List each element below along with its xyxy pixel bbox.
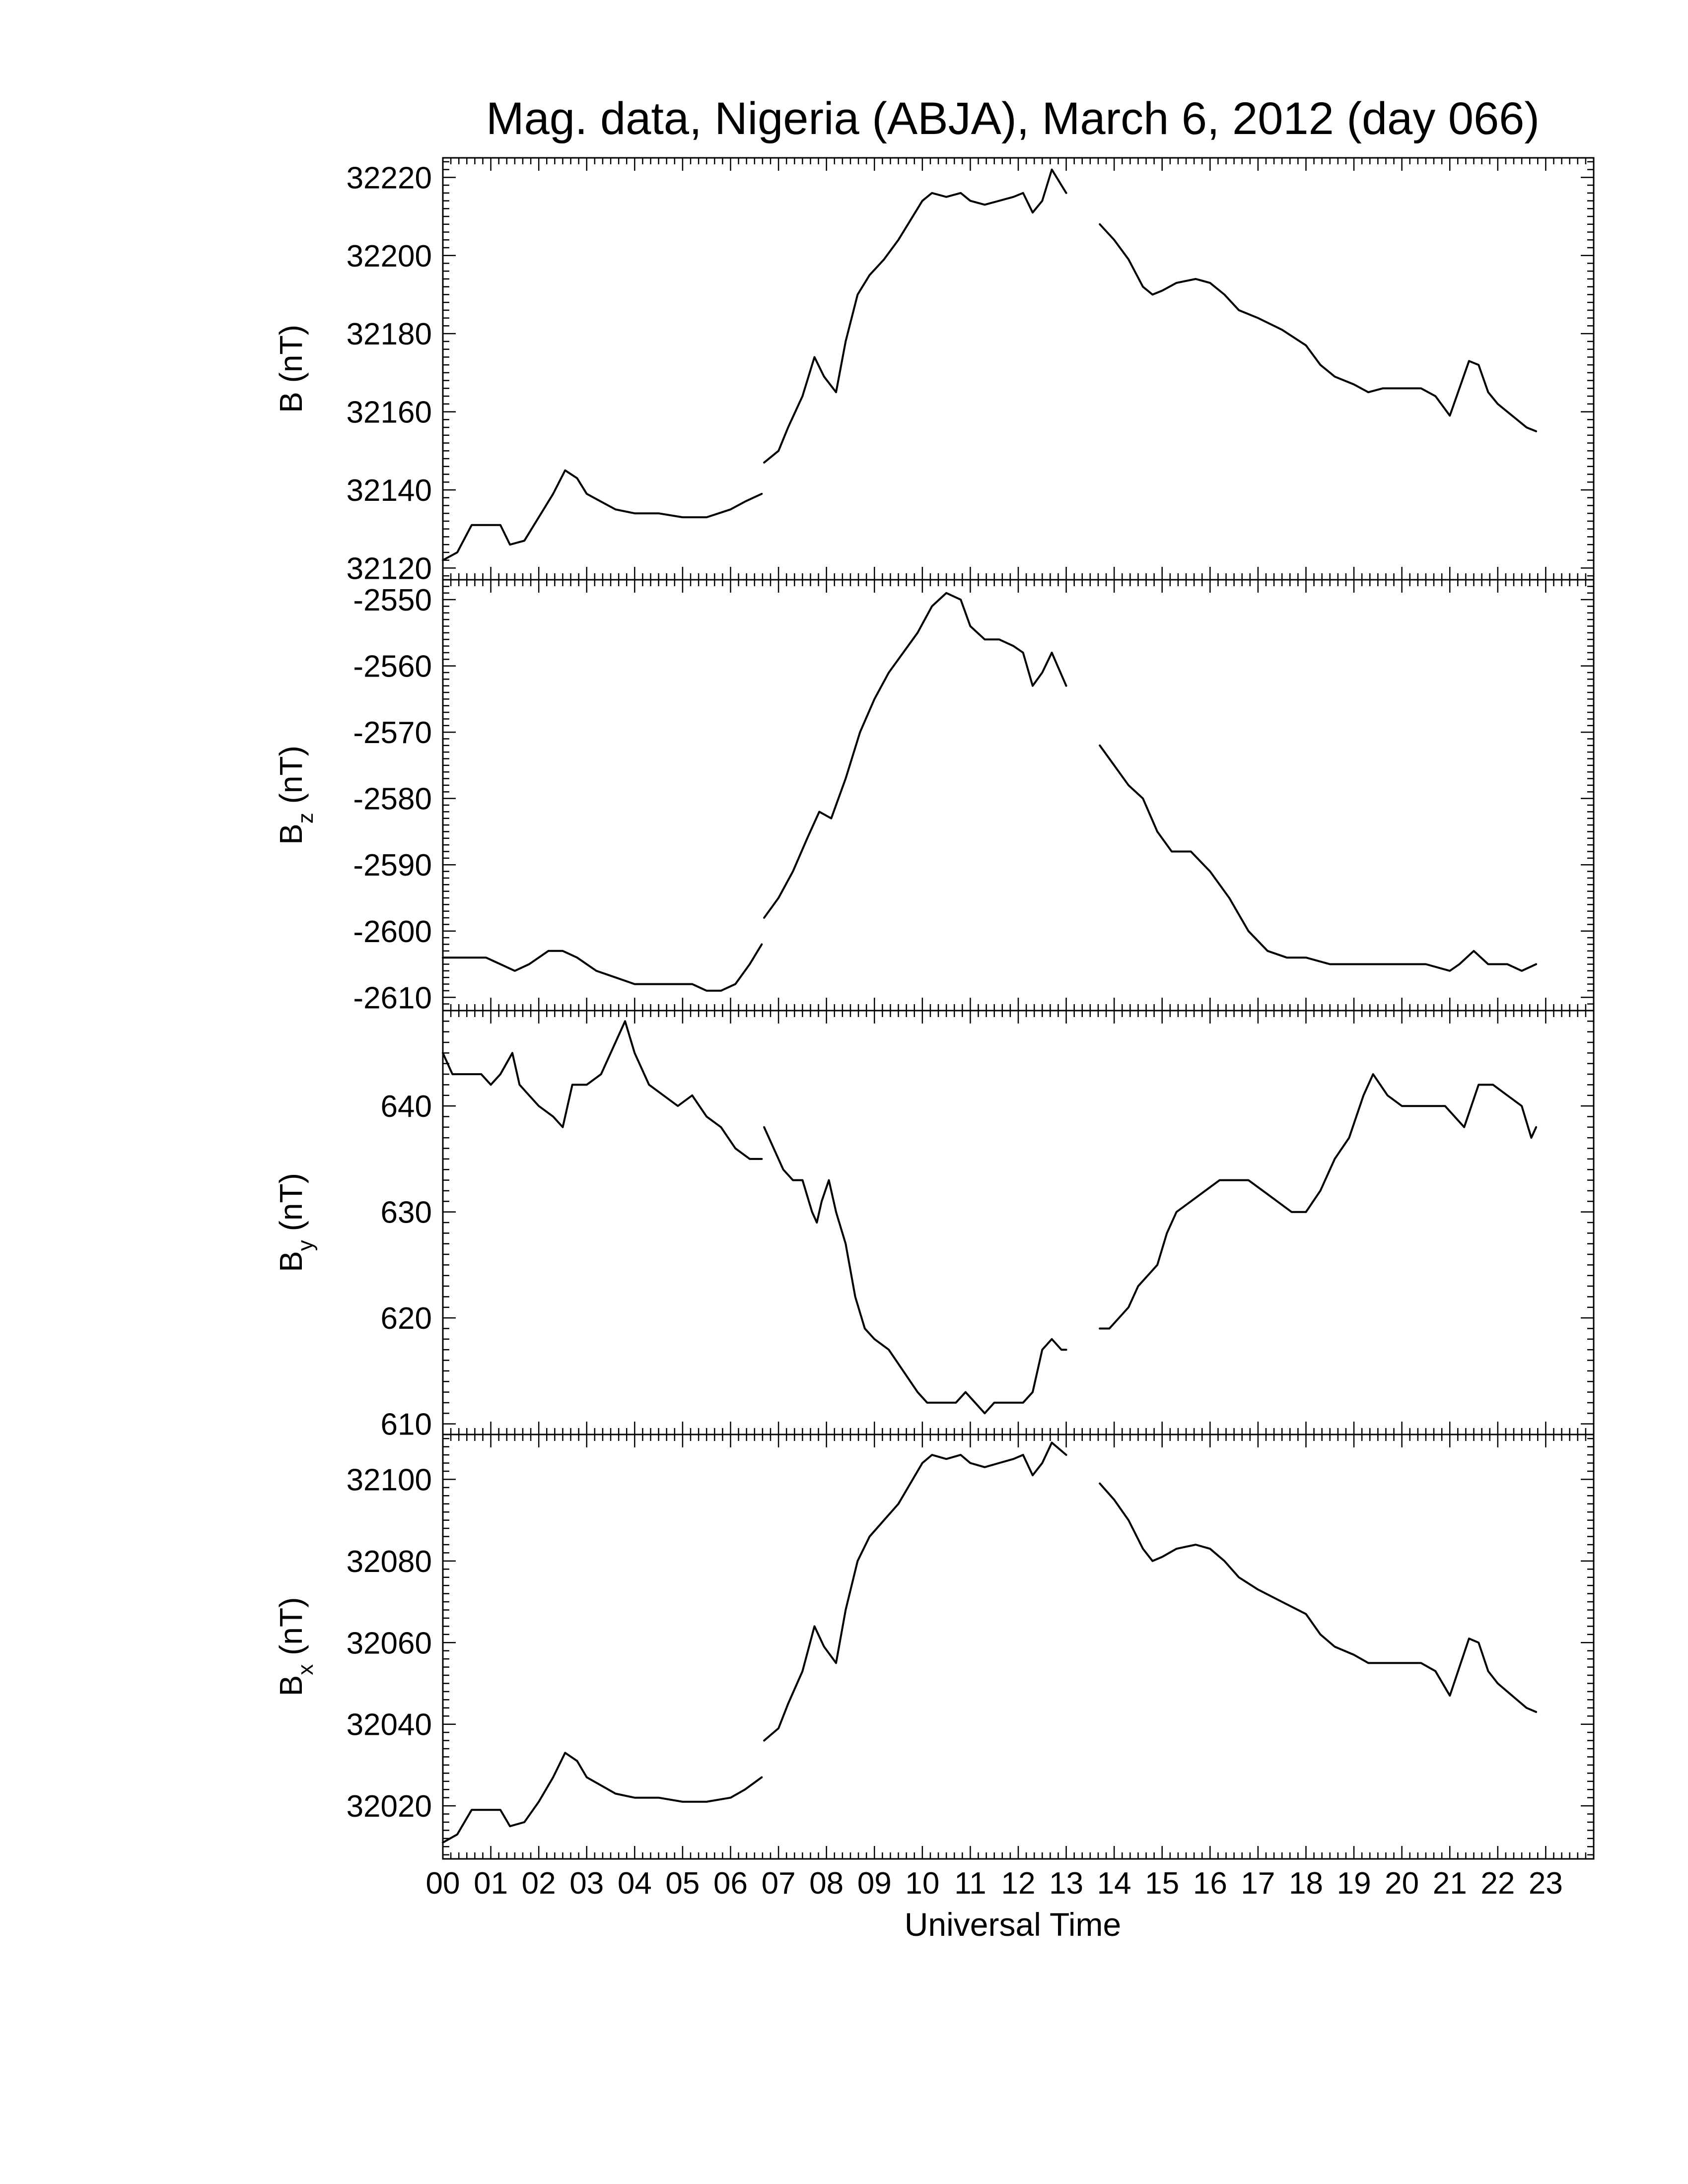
- x-tick-label: 09: [857, 1866, 892, 1901]
- b-y-series-segment-3: [1099, 1073, 1538, 1330]
- x-tick-label: 15: [1145, 1866, 1179, 1901]
- b-y-series-segment-1: [442, 1020, 763, 1160]
- chart-title: Mag. data, Nigeria (ABJA), March 6, 2012…: [486, 93, 1540, 144]
- y-axis-label-symbol: B: [273, 823, 309, 845]
- y-axis-label-symbol: B: [273, 1251, 309, 1272]
- x-tick-label: 03: [569, 1866, 604, 1901]
- y-axis-label: B (nT): [273, 325, 309, 413]
- x-tick-label: 22: [1480, 1866, 1515, 1901]
- plot-frame: [442, 157, 1595, 581]
- y-tick-label: -2550: [353, 583, 432, 617]
- y-axis-label-subscript: x: [293, 1664, 318, 1675]
- x-tick-label: 17: [1241, 1866, 1275, 1901]
- plot-frame: [442, 1010, 1595, 1435]
- b-total-series-segment-1: [442, 469, 763, 561]
- y-axis-label: By (nT): [273, 1173, 318, 1272]
- x-tick-label: 19: [1337, 1866, 1371, 1901]
- y-tick-label: -2610: [353, 981, 432, 1015]
- b-z-series-segment-2: [763, 592, 1067, 919]
- y-tick-label: 32140: [347, 474, 432, 508]
- b-x-series-segment-3: [1099, 1482, 1538, 1713]
- y-tick-label: 32080: [347, 1545, 432, 1579]
- x-tick-label: 05: [665, 1866, 700, 1901]
- x-tick-label: 02: [522, 1866, 556, 1901]
- b-x-series-segment-2: [763, 1441, 1067, 1742]
- y-axis-label-unit: (nT): [273, 746, 309, 813]
- x-tick-label: 01: [474, 1866, 508, 1901]
- x-tick-label: 00: [426, 1866, 460, 1901]
- y-tick-label: 32020: [347, 1789, 432, 1824]
- panel-b-z: -2550 -2560 -2570 -2580 -2590 -2600 -2610 Bz (n…: [273, 579, 1595, 1015]
- panel-b-y: 610 620 630 640 By (nT): [273, 1010, 1595, 1442]
- y-tick-label: 32180: [347, 317, 432, 351]
- plot-frame: [442, 579, 1595, 1012]
- x-tick-label: 11: [954, 1866, 986, 1901]
- panel-b-total: 32120 32140 32160 32180 32200 32220 B (nT): [273, 157, 1595, 586]
- x-tick-label: 07: [762, 1866, 796, 1901]
- y-axis-label-unit: (nT): [273, 1173, 309, 1240]
- y-tick-label: -2600: [353, 915, 432, 949]
- y-tick-label: 32220: [347, 161, 432, 195]
- b-z-series-segment-3: [1099, 744, 1538, 972]
- b-total-series-segment-2: [763, 168, 1067, 464]
- y-axis-label: Bz (nT): [273, 746, 318, 845]
- plot-frame: [442, 1433, 1595, 1860]
- y-tick-label: 640: [381, 1090, 432, 1124]
- y-axis-label-subscript: z: [293, 813, 318, 823]
- y-tick-label: 32100: [347, 1463, 432, 1497]
- y-tick-label: 32200: [347, 239, 432, 273]
- y-tick-label: 32060: [347, 1626, 432, 1660]
- y-axis-label-symbol: B: [273, 392, 309, 413]
- y-tick-label: 32040: [347, 1708, 432, 1742]
- y-tick-label: 610: [381, 1408, 432, 1442]
- y-tick-label: -2590: [353, 848, 432, 883]
- x-tick-label: 08: [809, 1866, 844, 1901]
- panel-b-x: 32020 32040 32060 32080 32100 Bx (nT): [273, 1433, 1595, 1860]
- x-tick-label: 06: [713, 1866, 748, 1901]
- x-tick-label: 21: [1433, 1866, 1467, 1901]
- x-tick-labels: 00 01 02 03 04 05 06 07 08 09 10 11 12 13 14 15 16 17 18 19…: [426, 1866, 1563, 1901]
- x-tick-label: 10: [905, 1866, 939, 1901]
- b-y-series-segment-2: [763, 1126, 1067, 1415]
- x-tick-label: 13: [1049, 1866, 1083, 1901]
- x-tick-label: 16: [1193, 1866, 1227, 1901]
- y-tick-label: -2580: [353, 782, 432, 817]
- y-axis-label-unit: (nT): [273, 1597, 309, 1664]
- y-axis-label-subscript: y: [293, 1240, 318, 1251]
- b-x-series-segment-1: [442, 1752, 763, 1844]
- y-axis-label-unit: (nT): [273, 325, 309, 392]
- y-tick-label: 620: [381, 1301, 432, 1336]
- y-tick-label: 32160: [347, 396, 432, 430]
- x-tick-label: 04: [618, 1866, 652, 1901]
- x-tick-label: 20: [1385, 1866, 1419, 1901]
- x-tick-label: 23: [1529, 1866, 1563, 1901]
- x-tick-label: 18: [1289, 1866, 1323, 1901]
- x-tick-label: 14: [1097, 1866, 1131, 1901]
- b-z-series-segment-1: [442, 943, 763, 992]
- x-tick-label: 12: [1001, 1866, 1036, 1901]
- y-axis-label-symbol: B: [273, 1675, 309, 1697]
- y-tick-label: 32120: [347, 551, 432, 586]
- y-axis-label: Bx (nT): [273, 1597, 318, 1697]
- y-tick-label: -2570: [353, 716, 432, 750]
- b-total-series-segment-3: [1099, 223, 1538, 432]
- x-axis-label: Universal Time: [905, 1906, 1121, 1943]
- y-tick-label: -2560: [353, 650, 432, 684]
- y-tick-label: 630: [381, 1196, 432, 1230]
